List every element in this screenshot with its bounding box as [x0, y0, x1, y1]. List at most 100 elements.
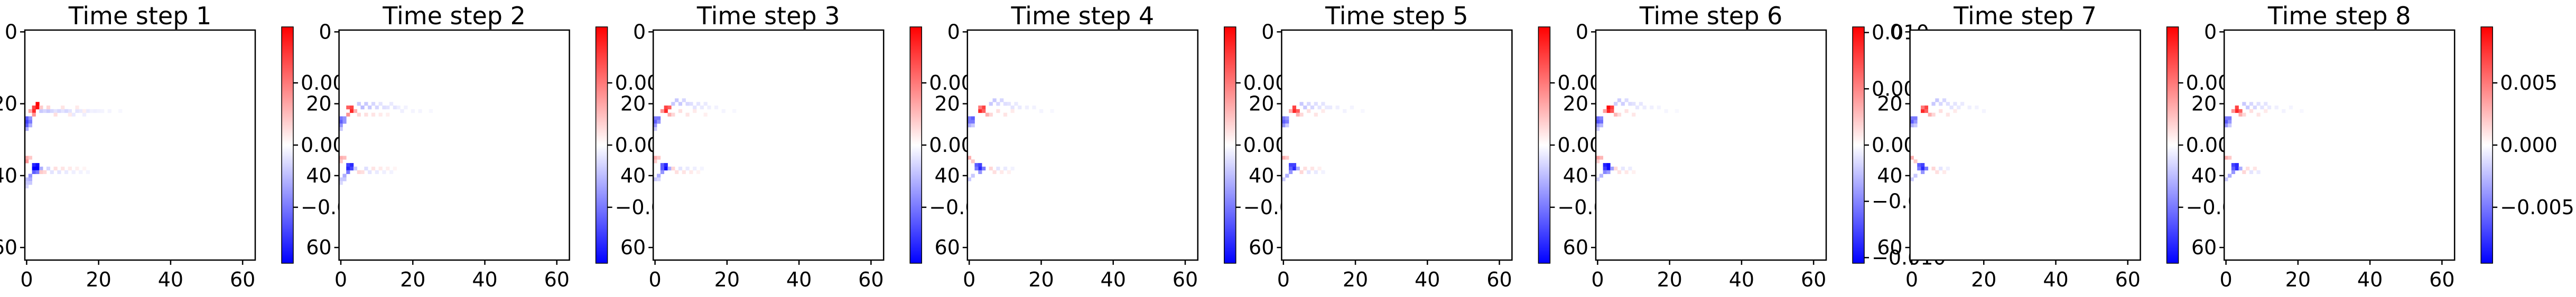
- heatmap-cell: [1285, 174, 1289, 178]
- heatmap-cell: [1599, 116, 1604, 120]
- panel-7-background: [1910, 30, 2141, 260]
- heatmap-cell: [1603, 109, 1607, 113]
- y-tick-label: 60: [306, 236, 331, 259]
- heatmap-cell: [79, 170, 83, 174]
- heatmap-cell: [696, 102, 701, 106]
- y-tick-label: 60: [1877, 236, 1902, 259]
- heatmap-cell: [1632, 170, 1636, 174]
- x-tick-label: 20: [1657, 268, 1682, 291]
- panel-4-background: [967, 30, 1198, 260]
- heatmap-cell: [79, 109, 83, 113]
- heatmap-cell: [32, 109, 36, 113]
- heatmap-cell: [689, 102, 693, 106]
- heatmap-cell: [1292, 163, 1297, 167]
- heatmap-cell: [1361, 109, 1365, 113]
- heatmap-cell: [1032, 106, 1036, 110]
- heatmap-cell: [1928, 112, 1932, 117]
- heatmap-cell: [1314, 102, 1318, 106]
- heatmap-cell: [100, 109, 105, 113]
- heatmap-cell: [1931, 166, 1936, 171]
- y-tick-label: 40: [0, 164, 17, 187]
- heatmap-cell: [89, 109, 94, 113]
- heatmap-cell: [1917, 166, 1921, 171]
- heatmap-cell: [32, 112, 36, 117]
- y-tick-label: 0: [633, 20, 646, 43]
- panel-5-background: [1281, 30, 1512, 260]
- heatmap-cell: [1599, 123, 1604, 128]
- y-tick-label: 40: [934, 164, 960, 187]
- heatmap-cell: [382, 170, 386, 174]
- heatmap-cell: [1921, 163, 1925, 167]
- panel-4: Time step 40 20 40 6002040600.0050.000−0.00…: [934, 2, 1317, 291]
- heatmap-cell: [339, 123, 343, 128]
- heatmap-cell: [68, 166, 72, 171]
- x-tick-label: 60: [1173, 268, 1198, 291]
- heatmap-cell: [25, 120, 29, 124]
- heatmap-cell: [1603, 163, 1607, 167]
- heatmap-cell: [342, 177, 347, 181]
- heatmap-cell: [1924, 166, 1929, 171]
- heatmap-cell: [378, 102, 383, 106]
- heatmap-cell: [653, 156, 657, 160]
- panel-6-title: Time step 6: [1639, 2, 1783, 30]
- heatmap-cell: [1910, 116, 1914, 120]
- x-tick-label: 0: [649, 268, 662, 291]
- panel-2: Time step 20 20 40 6002040600.0050.000−0.00…: [306, 2, 689, 291]
- heatmap-cell: [996, 166, 1000, 171]
- heatmap-cell: [2238, 166, 2243, 171]
- heatmap-cell: [714, 106, 719, 110]
- heatmap-cell: [2231, 163, 2236, 167]
- heatmap-cell: [1614, 112, 1618, 117]
- heatmap-cell: [1921, 170, 1925, 174]
- panel-3-background: [653, 30, 884, 260]
- panel-8-title: Time step 8: [2267, 2, 2411, 30]
- heatmap-cell: [1289, 170, 1293, 174]
- heatmap-cell: [396, 106, 401, 110]
- heatmap-cell: [1321, 109, 1325, 113]
- heatmap-cell: [1982, 109, 1986, 113]
- panel-4-frame: [966, 29, 1199, 261]
- heatmap-cell: [675, 170, 679, 174]
- heatmap-cell: [364, 102, 368, 106]
- heatmap-cell: [346, 170, 350, 174]
- heatmap-cell: [1635, 106, 1640, 110]
- heatmap-cell: [25, 127, 29, 131]
- heatmap-cell: [678, 102, 683, 106]
- heatmap-cell: [386, 112, 390, 117]
- heatmap-cell: [1289, 109, 1293, 113]
- heatmap-cell: [339, 156, 343, 160]
- panel-8-background: [2224, 30, 2455, 260]
- heatmap-cell: [1000, 98, 1004, 102]
- heatmap-cell: [1632, 112, 1636, 117]
- heatmap-cell: [1281, 156, 1286, 160]
- heatmap-cell: [2260, 106, 2264, 110]
- heatmap-cell: [57, 109, 61, 113]
- heatmap-cell: [653, 127, 657, 131]
- heatmap-cell: [1939, 102, 1943, 106]
- heatmap-cell: [974, 166, 979, 171]
- heatmap-cell: [653, 123, 657, 128]
- heatmap-cell: [53, 166, 58, 171]
- heatmap-cell: [1310, 166, 1315, 171]
- heatmap-cell: [2249, 109, 2254, 113]
- heatmap-cell: [675, 98, 679, 102]
- heatmap-cell: [707, 106, 711, 110]
- heatmap-cell: [2253, 106, 2257, 110]
- heatmap-cell: [1664, 109, 1668, 113]
- heatmap-cell: [339, 120, 343, 124]
- heatmap-cell: [2228, 116, 2232, 120]
- heatmap-cell: [985, 112, 990, 117]
- heatmap-cell: [389, 102, 394, 106]
- heatmap-cell: [1307, 109, 1311, 113]
- heatmap-cell: [653, 116, 657, 120]
- heatmap-cell: [346, 112, 350, 117]
- heatmap-cell: [2231, 109, 2236, 113]
- heatmap-cell: [1913, 174, 1918, 178]
- heatmap-cell: [664, 106, 668, 110]
- heatmap-cell: [1596, 127, 1600, 131]
- panel-8-frame: [2223, 29, 2456, 261]
- heatmap-cell: [375, 106, 379, 110]
- heatmap-cell: [678, 166, 683, 171]
- y-tick-label: 0: [947, 20, 960, 43]
- heatmap-cell: [1350, 106, 1354, 110]
